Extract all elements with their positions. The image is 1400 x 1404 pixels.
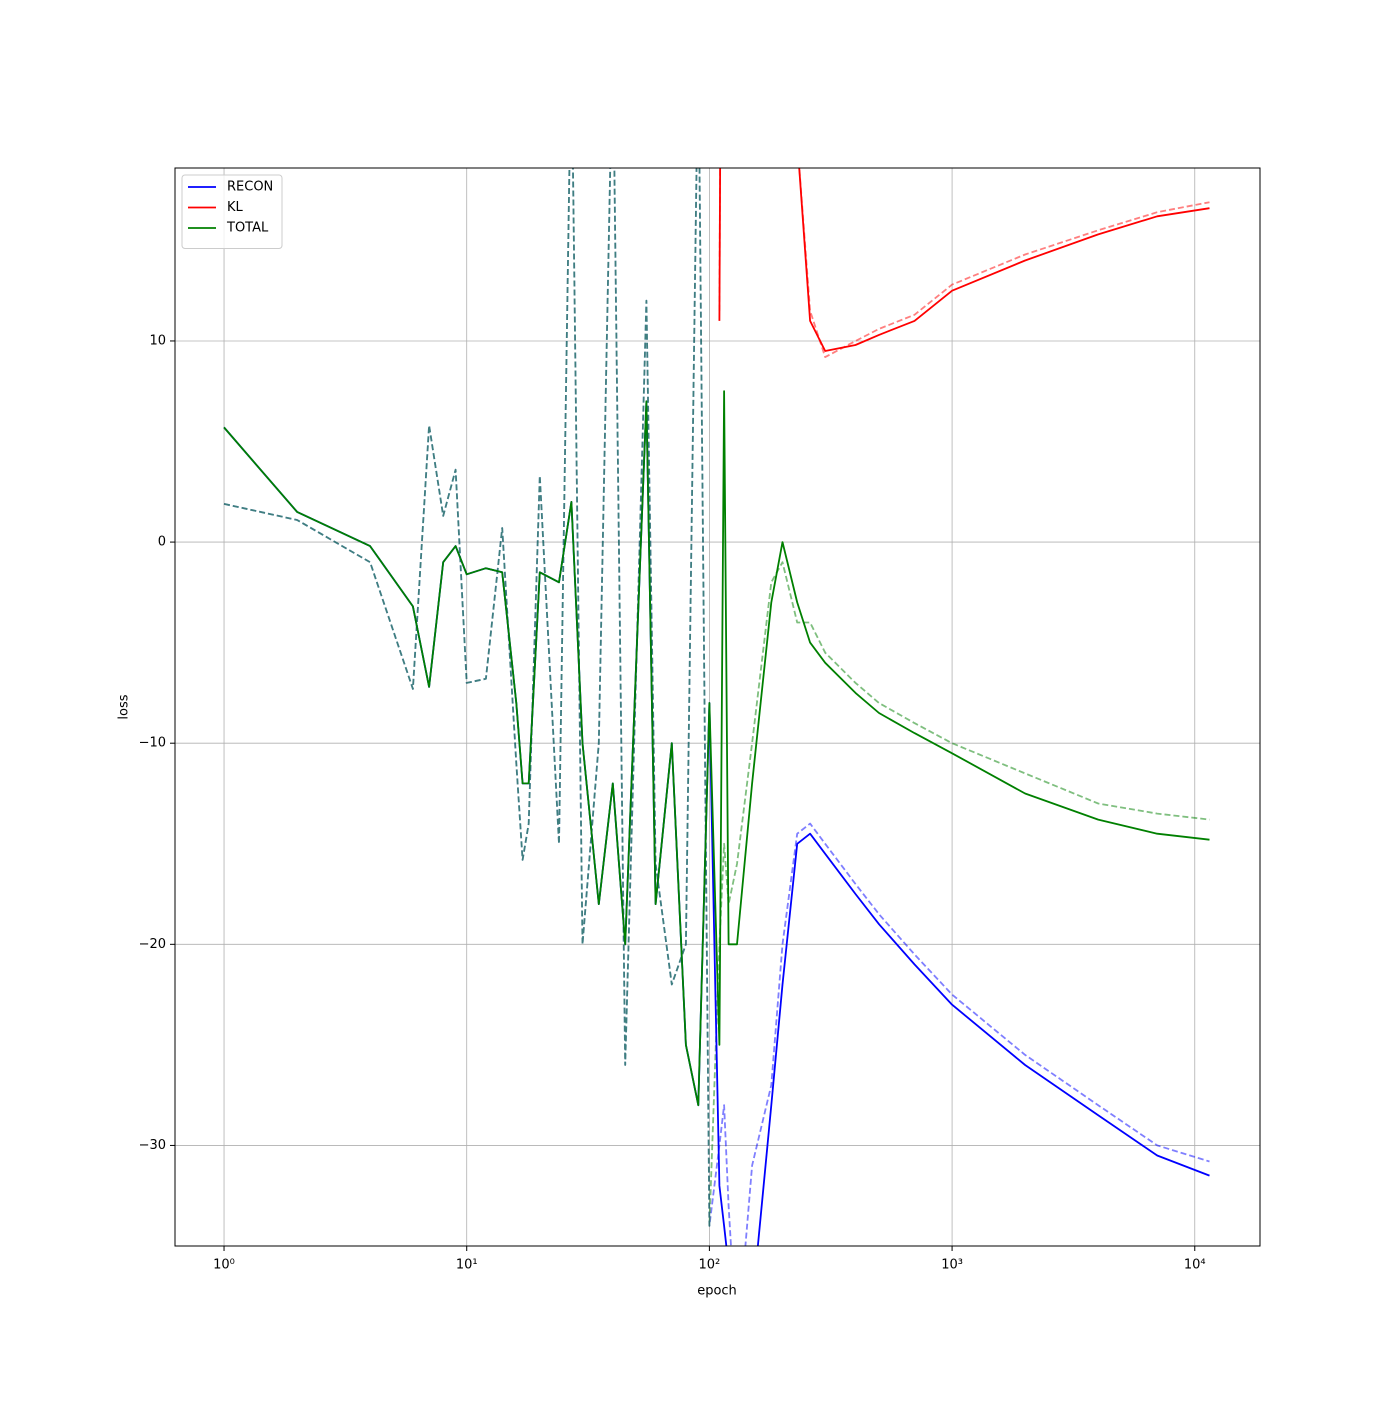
y-tick-label: −10 (139, 736, 166, 751)
y-axis-label: loss (117, 694, 132, 719)
legend-label: KL (227, 200, 244, 215)
x-tick-label: 10⁰ (213, 1258, 235, 1273)
legend-box (181, 174, 283, 249)
x-tick-label: 10⁴ (1184, 1258, 1206, 1273)
x-tick-label: 10² (699, 1258, 721, 1273)
x-tick-label: 10³ (941, 1258, 963, 1273)
y-tick-label: 0 (158, 535, 166, 550)
x-tick-label: 10¹ (456, 1258, 478, 1273)
series-line (223, 168, 1210, 1227)
legend-label: RECON (227, 180, 273, 195)
legend-label: TOTAL (226, 221, 269, 236)
series-line (223, 390, 1210, 1107)
y-tick-label: 10 (149, 333, 166, 348)
axes-frame (174, 167, 1261, 1247)
series-line (718, 168, 1210, 352)
y-tick-label: −20 (139, 937, 166, 952)
ticks: 10⁰ 10¹ 10² 10³ 10⁴ −30 −20 −10 0 10 (139, 333, 1206, 1272)
legend: RECON KL TOTAL (181, 174, 283, 249)
x-axis-label: epoch (697, 1284, 737, 1299)
plot-area (223, 168, 1210, 1246)
y-tick-label: −30 (139, 1138, 166, 1153)
